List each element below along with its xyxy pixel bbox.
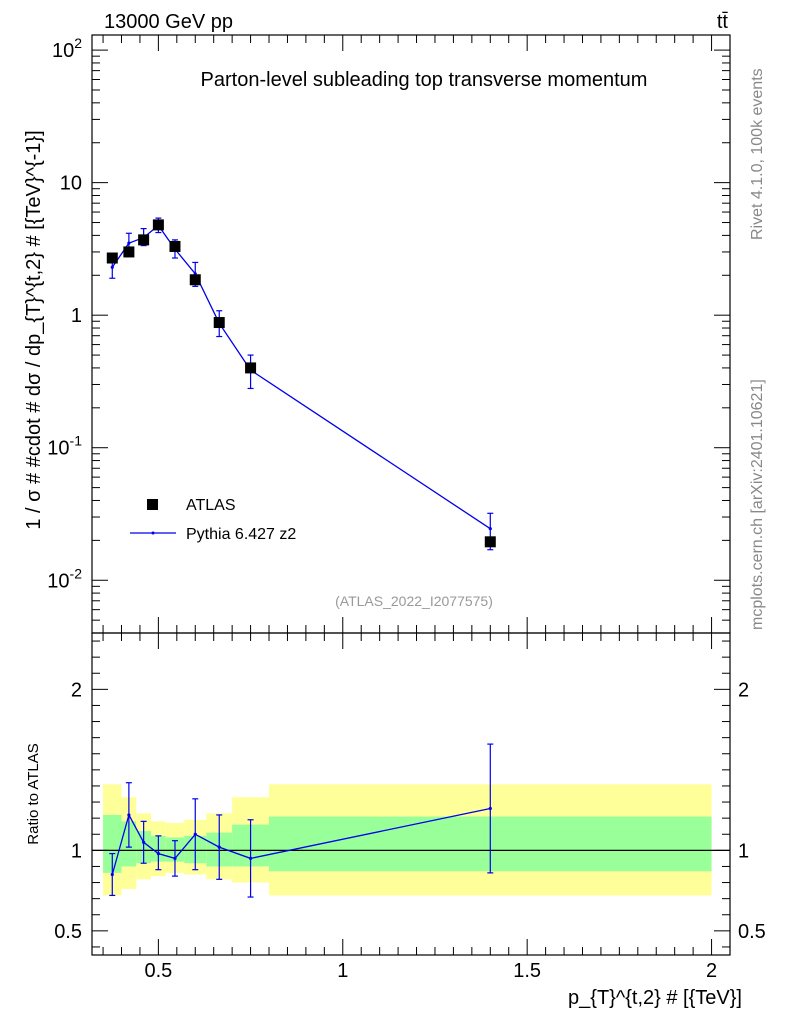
source-reference-label: mcplots.cern.ch [arXiv:2401.10621] bbox=[749, 379, 766, 630]
x-tick-label: 0.5 bbox=[144, 960, 172, 982]
atlas-data-point bbox=[123, 246, 135, 258]
rivet-version-label: Rivet 4.1.0, 100k events bbox=[749, 68, 766, 240]
x-tick-label: 1 bbox=[337, 960, 348, 982]
ratio-mc-point bbox=[488, 806, 492, 811]
ratio-frame bbox=[91, 632, 731, 956]
ratio-panel: 0.5 0.5 1 1 2 2 0.5 1 1.5 2 Ratio to ATLAS bbox=[25, 632, 766, 982]
legend-atlas-marker bbox=[147, 499, 158, 510]
y-tick-label: 10-2 bbox=[47, 565, 82, 592]
ratio-mc-point bbox=[173, 856, 177, 861]
ratio-mc-point bbox=[156, 851, 160, 856]
chart-title: Parton-level subleading top transverse m… bbox=[201, 69, 648, 91]
mc-point bbox=[127, 241, 131, 245]
atlas-data-point bbox=[138, 234, 150, 246]
ratio-y-tick-label-right: 0.5 bbox=[738, 921, 766, 943]
header-energy-label: 13000 GeV pp bbox=[104, 11, 233, 33]
legend-atlas-label: ATLAS bbox=[186, 497, 236, 514]
main-panel: Parton-level subleading top transverse m… bbox=[23, 34, 731, 634]
mc-line bbox=[111, 224, 491, 530]
atlas-data-point bbox=[245, 362, 257, 374]
ratio-y-axis-label: Ratio to ATLAS bbox=[25, 743, 42, 844]
ratio-mc-point bbox=[110, 872, 114, 877]
y-tick-label: 1 bbox=[71, 305, 82, 327]
ratio-y-tick-label: 0.5 bbox=[54, 921, 82, 943]
atlas-data-point bbox=[152, 219, 164, 231]
ratio-mc-point bbox=[142, 840, 146, 844]
ratio-mc-point bbox=[217, 845, 221, 849]
header-process-label: tt̄ bbox=[717, 11, 729, 33]
atlas-data-point bbox=[106, 252, 118, 264]
mc-point bbox=[110, 265, 114, 269]
x-tick-label: 2 bbox=[706, 960, 717, 982]
atlas-data-point bbox=[169, 240, 181, 252]
analysis-watermark: (ATLAS_2022_I2077575) bbox=[335, 593, 493, 609]
ratio-y-tick-label: 2 bbox=[71, 679, 82, 701]
mc-point bbox=[488, 527, 492, 531]
atlas-data-point bbox=[189, 274, 201, 286]
legend-pythia-point bbox=[151, 531, 155, 535]
main-frame bbox=[91, 34, 731, 634]
atlas-data-point bbox=[213, 317, 225, 329]
ratio-y-tick-label-right: 1 bbox=[738, 840, 749, 862]
x-tick-label: 1.5 bbox=[513, 960, 541, 982]
y-tick-label: 10-1 bbox=[47, 433, 82, 460]
y-tick-label: 10 bbox=[60, 173, 82, 195]
ratio-mc-point bbox=[193, 832, 197, 836]
main-y-axis-label: 1 / σ # #cdot # dσ / dp_{T}^{t,2} # [{Te… bbox=[23, 130, 45, 529]
atlas-data-point bbox=[484, 536, 496, 548]
ratio-y-tick-label-right: 2 bbox=[738, 679, 749, 701]
ratio-mc-point bbox=[127, 813, 131, 817]
legend-pythia-label: Pythia 6.427 z2 bbox=[186, 526, 296, 543]
y-tick-label: 102 bbox=[52, 35, 82, 62]
x-axis-label: p_{T}^{t,2} # [{TeV}] bbox=[568, 987, 742, 1009]
ratio-y-tick-label: 1 bbox=[71, 840, 82, 862]
legend: ATLAS Pythia 6.427 z2 bbox=[130, 497, 296, 543]
ratio-mc-point bbox=[248, 856, 253, 861]
